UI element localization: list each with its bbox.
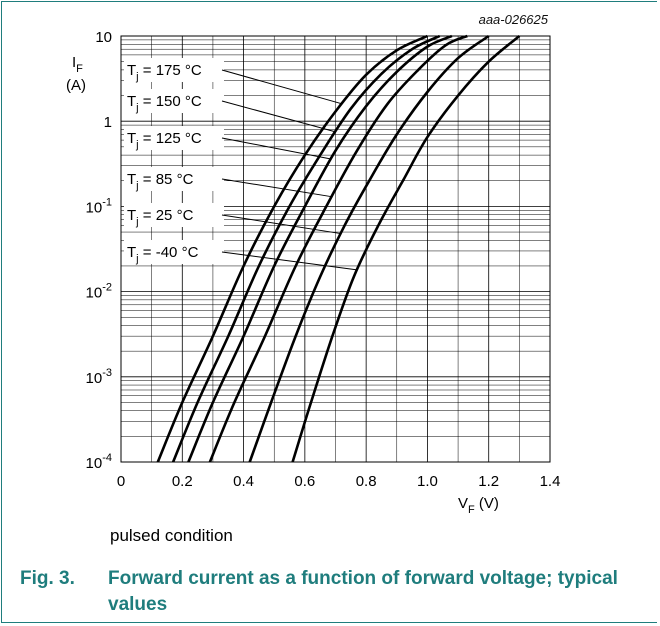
series-label-background: [124, 240, 224, 264]
series-label: Tj = 125 °C: [127, 130, 202, 151]
series-curve: [171, 34, 441, 463]
series-curve: [156, 34, 428, 463]
series-leader-line: [221, 69, 343, 105]
x-tick-label: 1.4: [540, 473, 561, 490]
x-tick-label: 0.8: [356, 473, 377, 490]
x-tick-label: 1.0: [417, 473, 438, 490]
x-tick-label: 1.2: [478, 473, 499, 490]
series-curve: [248, 34, 490, 463]
y-tick-label: 10-1: [86, 196, 112, 216]
series-leader-line: [221, 137, 332, 160]
axes: 0 0.2 0.4 0.6 0.8 1.0 1.2 1.4 10-4 10-3 10-2 10-1 1 1…: [66, 29, 560, 516]
series-label: Tj = -40 °C: [127, 244, 199, 265]
series-label-background: [124, 167, 224, 191]
series-curve: [208, 34, 468, 463]
series-label-background: [124, 58, 224, 82]
plot-border: [120, 35, 551, 463]
figure-caption: Fig. 3. Forward current as a function of …: [20, 566, 628, 618]
figure-title: Forward current as a function of forward…: [108, 568, 618, 615]
series-label-background: [124, 126, 224, 150]
series-leader-line: [221, 100, 336, 133]
series-curves: [156, 34, 521, 463]
series-label: Tj = 85 °C: [127, 171, 194, 192]
y-tick-label: 10-4: [86, 452, 112, 472]
series-label: Tj = 25 °C: [127, 207, 194, 228]
series-labels: Tj = 175 °C Tj = 150 °C Tj = 125 °C Tj = 85…: [124, 58, 358, 271]
pulsed-condition-note: pulsed condition: [110, 526, 233, 545]
series-curve: [187, 34, 453, 463]
x-tick-label: 0.6: [294, 473, 315, 490]
series-leader-line: [221, 178, 332, 198]
y-tick-label: 10-3: [86, 367, 112, 387]
x-tick-label: 0.2: [172, 473, 193, 490]
series-label: Tj = 175 °C: [127, 62, 202, 83]
figure-reference-id: aaa-026625: [478, 12, 548, 27]
y-tick-label: 10: [95, 29, 112, 46]
figure-number: Fig. 3.: [20, 568, 75, 589]
series-leader-line: [221, 251, 358, 271]
series-label-background: [124, 89, 224, 113]
x-tick-label: 0: [117, 473, 125, 490]
x-axis-label: VF (V): [458, 495, 499, 516]
y-tick-label: 10-2: [86, 282, 112, 302]
series-leader-line: [221, 214, 341, 235]
y-axis-unit: (A): [66, 77, 86, 94]
y-tick-label: 1: [104, 114, 112, 131]
series-curve: [291, 35, 521, 463]
series-label-background: [124, 203, 224, 227]
series-label: Tj = 150 °C: [127, 93, 202, 114]
y-axis-label: IF: [72, 54, 83, 75]
x-tick-label: 0.4: [233, 473, 254, 490]
